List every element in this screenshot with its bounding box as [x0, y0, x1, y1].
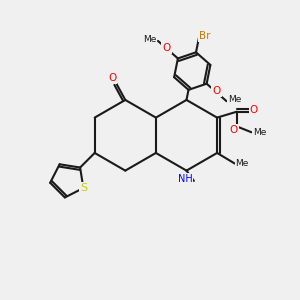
Text: Me: Me [143, 35, 156, 44]
Text: O: O [230, 125, 238, 135]
Text: O: O [108, 73, 116, 83]
Text: S: S [80, 183, 87, 193]
Text: Br: Br [199, 31, 211, 40]
Text: Me: Me [228, 95, 242, 104]
Text: O: O [162, 43, 171, 53]
Text: Me: Me [236, 159, 249, 168]
Text: Me: Me [253, 128, 266, 137]
Text: NH: NH [178, 174, 192, 184]
Text: O: O [212, 86, 221, 96]
Text: O: O [250, 105, 258, 115]
